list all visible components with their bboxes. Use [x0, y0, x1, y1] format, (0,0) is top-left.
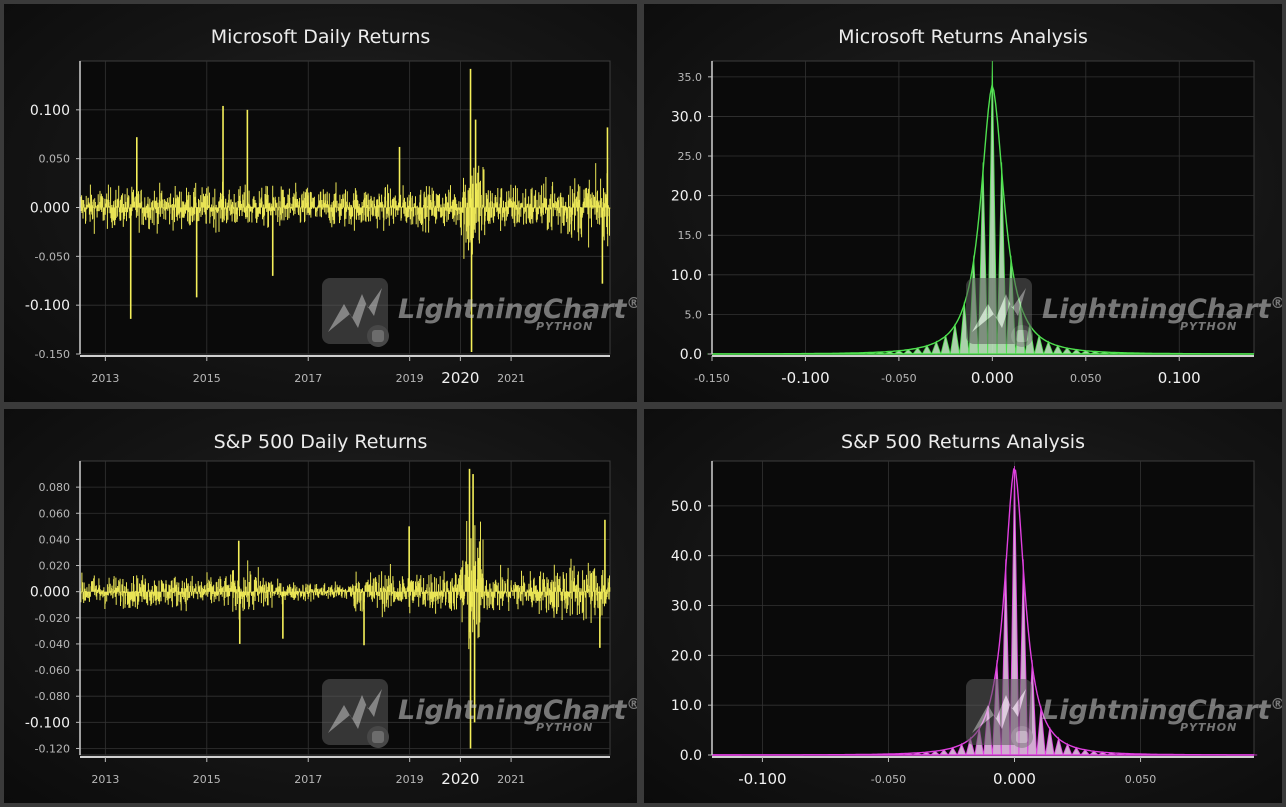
x-tick-label: 2013 [91, 773, 119, 786]
x-tick-label: 0.050 [1125, 773, 1157, 786]
y-tick-label: 0.0 [680, 748, 702, 764]
y-tick-label: -0.020 [35, 612, 70, 625]
x-tick-label: 2019 [396, 773, 424, 786]
watermark-brand: LightningChart® [1042, 695, 1282, 726]
y-tick-label: -0.050 [35, 250, 70, 263]
y-tick-label: 0.050 [39, 153, 71, 166]
y-tick-label: 0.100 [30, 103, 70, 119]
watermark-sub: PYTHON [1180, 721, 1238, 734]
x-tick-label: 0.000 [971, 369, 1014, 387]
watermark: LightningChart®PYTHON [962, 274, 1282, 354]
x-tick-label: 2019 [396, 372, 424, 385]
y-tick-label: 0.080 [39, 481, 71, 494]
lightningchart-logo-icon [966, 679, 1033, 748]
x-tick-label: -0.050 [871, 773, 906, 786]
x-tick-label: 0.100 [1158, 369, 1201, 387]
watermark: LightningChart®PYTHON [318, 675, 637, 755]
lightningchart-logo-icon [322, 278, 389, 347]
y-tick-label: -0.040 [35, 638, 70, 651]
y-tick-label: -0.100 [25, 298, 70, 314]
x-tick-label: 2015 [193, 773, 221, 786]
lightningchart-logo-icon [322, 679, 389, 748]
y-tick-label: 5.0 [685, 308, 703, 321]
x-tick-label: 0.000 [993, 770, 1036, 788]
y-tick-label: 0.020 [39, 560, 71, 573]
watermark-brand: LightningChart® [1042, 294, 1282, 325]
y-tick-label: 30.0 [671, 109, 702, 125]
watermark-sub: PYTHON [1180, 320, 1238, 333]
y-tick-label: 10.0 [671, 268, 702, 284]
x-tick-label: 2021 [497, 372, 525, 385]
y-tick-label: 0.060 [39, 507, 71, 520]
chart-title: S&P 500 Daily Returns [213, 431, 428, 453]
y-tick-label: 10.0 [671, 698, 702, 714]
lightningchart-logo-icon [966, 278, 1033, 347]
x-tick-label: -0.050 [881, 372, 916, 385]
y-tick-label: 50.0 [671, 499, 702, 515]
chart-title: Microsoft Daily Returns [210, 26, 431, 48]
x-tick-label: -0.100 [781, 369, 829, 387]
y-tick-label: 20.0 [671, 189, 702, 205]
series-sp500-returns [79, 468, 611, 749]
y-tick-label: 0.000 [30, 585, 70, 601]
y-tick-label: 0.040 [39, 533, 71, 546]
y-tick-label: -0.060 [35, 664, 70, 677]
watermark: LightningChart®PYTHON [318, 274, 637, 354]
y-tick-label: 15.0 [678, 229, 703, 242]
x-tick-label: 2020 [441, 369, 479, 387]
chart-title: Microsoft Returns Analysis [838, 26, 1088, 48]
watermark-sub: PYTHON [536, 320, 594, 333]
watermark-brand: LightningChart® [398, 695, 637, 726]
watermark: LightningChart®PYTHON [962, 675, 1282, 755]
chart-svg: 0.100 0.050 0.000 -0.050 -0.100 -0.150 2013 201… [25, 60, 611, 387]
x-tick-label: -0.150 [694, 372, 729, 385]
y-tick-label: -0.150 [35, 348, 70, 361]
panel-msft-returns: Microsoft Daily Returns 0.100 0.050 0.000 -… [4, 4, 637, 402]
y-tick-label: 35.0 [678, 71, 703, 84]
y-tick-label: 40.0 [671, 549, 702, 565]
y-tick-label: 25.0 [678, 150, 703, 163]
y-tick-label: 20.0 [671, 648, 702, 664]
y-tick-label: -0.120 [35, 742, 70, 755]
y-tick-label: -0.080 [35, 690, 70, 703]
y-tick-label: -0.100 [25, 715, 70, 731]
panel-sp500-returns: S&P 500 Daily Returns 0.080 0.060 0.040 0.0… [4, 409, 637, 803]
panel-sp500-analysis: S&P 500 Returns Analysis 50.0 40.0 30.0 20.… [644, 409, 1282, 803]
x-tick-label: 2021 [497, 773, 525, 786]
x-tick-label: 0.050 [1070, 372, 1102, 385]
y-tick-label: 0.0 [680, 347, 702, 363]
x-tick-label: 2015 [193, 372, 221, 385]
x-tick-label: 2017 [294, 372, 322, 385]
y-tick-label: 0.000 [30, 201, 70, 217]
watermark-sub: PYTHON [536, 721, 594, 734]
panel-msft-analysis: Microsoft Returns Analysis 35.0 30.0 25.0 2… [644, 4, 1282, 402]
chart-title: S&P 500 Returns Analysis [841, 431, 1085, 453]
x-tick-label: -0.100 [738, 770, 786, 788]
x-tick-label: 2017 [294, 773, 322, 786]
x-tick-label: 2013 [91, 372, 119, 385]
x-tick-label: 2020 [441, 770, 479, 788]
watermark-brand: LightningChart® [398, 294, 637, 325]
y-tick-label: 30.0 [671, 599, 702, 615]
